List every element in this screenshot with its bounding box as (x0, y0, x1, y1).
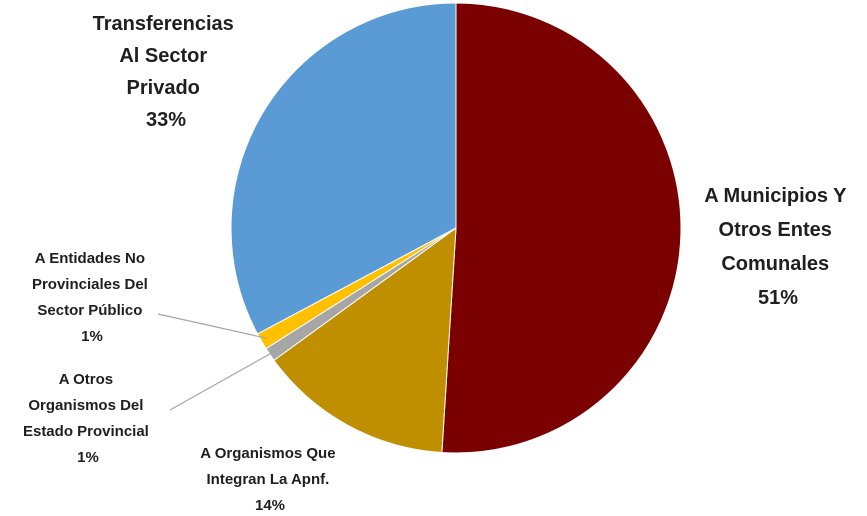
slice-label-organismos-apnf: A Organismos Que Integran La Apnf. 14% (200, 445, 339, 514)
pie-slices (230, 2, 682, 454)
leader-line-otros-organismos (169, 350, 276, 411)
slice-label-entidades-no-provinciales: A Entidades No Provinciales Del Sector P… (32, 250, 152, 345)
slice-label-municipios: A Municipios Y Otros Entes Comunales 51% (704, 185, 851, 309)
leader-lines (157, 313, 276, 411)
slice-label-otros-organismos: A Otros Organismos Del Estado Provincial… (23, 371, 153, 466)
slice-label-sector-privado: Transferencias Al Sector Privado 33% (93, 13, 240, 131)
pie-slice-sector-privado (230, 2, 457, 335)
pie-slice-organismos-apnf (273, 226, 457, 454)
leader-line-entidades-no-provinciales (157, 313, 267, 339)
pie-slice-municipios (441, 2, 682, 454)
